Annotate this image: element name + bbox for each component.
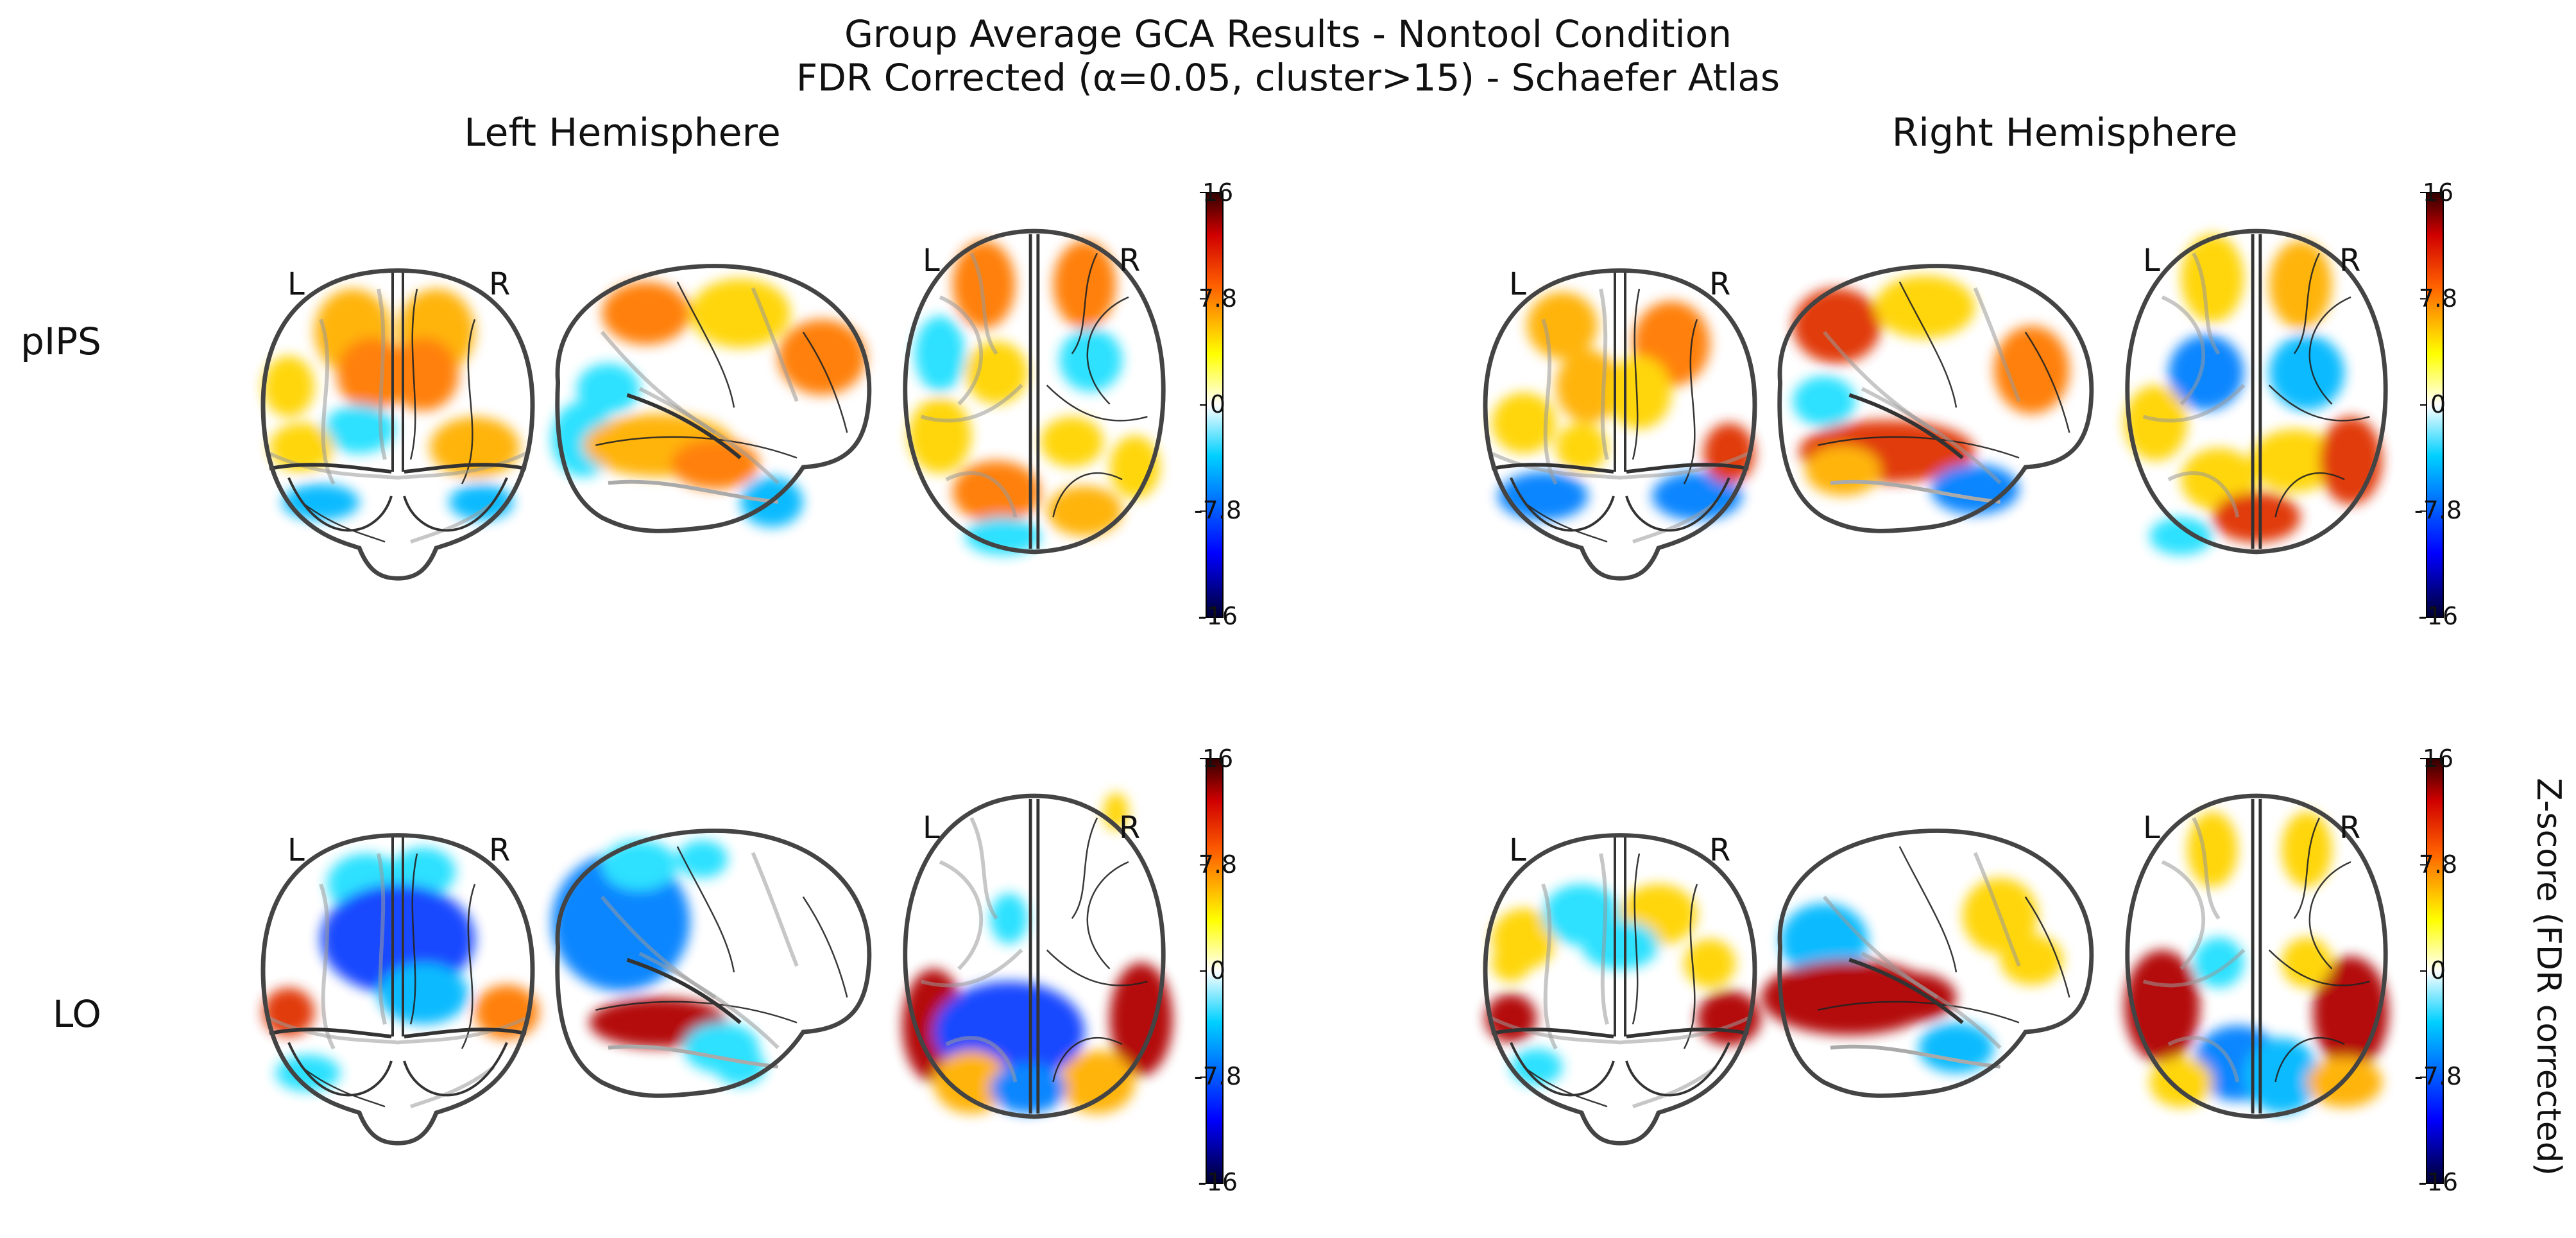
brain-axial-view — [2124, 228, 2388, 555]
colorbar-tick: 0 — [1209, 390, 1226, 418]
colorbar-tick: 7.8 — [2418, 850, 2458, 879]
orient-left-label: L — [2143, 243, 2160, 279]
orient-right-label: R — [1119, 810, 1141, 846]
colorbar-tick: -16 — [2418, 1168, 2459, 1196]
brain-sagittal-view — [1761, 829, 2094, 1098]
orient-right-label: R — [1119, 243, 1141, 279]
orient-right-label: R — [1709, 266, 1731, 302]
orient-left-label: L — [1509, 266, 1526, 302]
orient-left-label: L — [287, 832, 305, 868]
orient-right-label: R — [489, 832, 511, 868]
colorbar-tick: -16 — [2418, 602, 2459, 630]
orient-left-label: L — [923, 810, 940, 846]
colorbar-tick: 16 — [2422, 178, 2454, 207]
colorbar-tick: 0 — [2430, 956, 2446, 984]
colorbar-tick: 16 — [2422, 744, 2454, 773]
orient-left-label: L — [2143, 810, 2160, 846]
brain-sagittal-view — [551, 829, 872, 1098]
orient-left-label: L — [1509, 832, 1526, 868]
column-title-right-hemisphere: Right Hemisphere — [1891, 110, 2238, 155]
colorbar-tick: 0 — [1209, 956, 1226, 984]
orient-right-label: R — [489, 266, 511, 302]
orient-right-label: R — [2339, 243, 2361, 279]
figure-title-line1: Group Average GCA Results - Nontool Cond… — [844, 12, 1732, 56]
colorbar-tick: 7.8 — [2418, 284, 2458, 313]
figure-title-line2: FDR Corrected (α=0.05, cluster>15) - Sch… — [796, 56, 1780, 99]
brain-coronal-view — [260, 833, 539, 1146]
colorbar — [1200, 192, 1224, 618]
colorbar-tick: -7.8 — [1193, 1062, 1242, 1090]
colorbar-tick: 16 — [1202, 178, 1234, 207]
colorbar-tick: 7.8 — [1198, 850, 1238, 879]
colorbar-tick: 16 — [1202, 744, 1234, 773]
brain-coronal-view — [260, 268, 535, 581]
brain-sagittal-view — [551, 264, 872, 533]
colorbar — [1200, 758, 1224, 1184]
orient-right-label: R — [2339, 810, 2361, 846]
orient-right-label: R — [1709, 832, 1731, 868]
colorbar-tick: -16 — [1197, 1168, 1238, 1196]
colorbar-tick: 0 — [2430, 390, 2446, 418]
row-label-pips: pIPS — [21, 320, 101, 363]
colorbar-tick: 7.8 — [1198, 284, 1238, 313]
column-title-left-hemisphere: Left Hemisphere — [464, 110, 781, 155]
colorbar — [2420, 758, 2444, 1184]
brain-coronal-view — [1483, 833, 1761, 1146]
orient-left-label: L — [287, 266, 305, 302]
brain-coronal-view — [1483, 268, 1757, 581]
brain-axial-view — [2124, 793, 2389, 1119]
colorbar-tick: -7.8 — [2414, 496, 2462, 524]
brain-axial-view — [902, 793, 1173, 1119]
colorbar-tick: -7.8 — [1193, 496, 1242, 524]
colorbar — [2420, 192, 2444, 618]
colorbar-tick: -7.8 — [2414, 1062, 2462, 1090]
brain-axial-view — [903, 228, 1166, 555]
orient-left-label: L — [923, 243, 940, 279]
colorbar-tick: -16 — [1197, 602, 1238, 630]
colorbar-title: Z-score (FDR corrected) — [2529, 778, 2568, 1176]
row-label-lo: LO — [53, 992, 101, 1036]
brain-sagittal-view — [1777, 264, 2094, 533]
